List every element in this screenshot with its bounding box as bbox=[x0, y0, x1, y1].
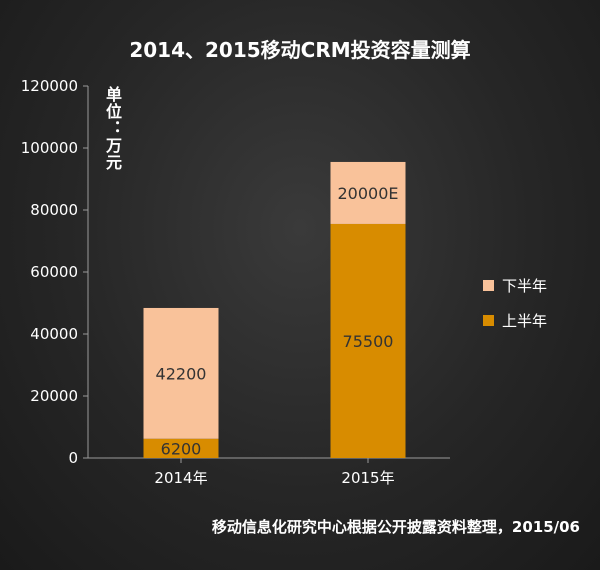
legend-swatch-second-half bbox=[483, 279, 494, 291]
legend-swatch-first-half bbox=[483, 314, 494, 326]
y-tick-label: 0 bbox=[68, 449, 78, 467]
x-tick-label: 2015年 bbox=[341, 469, 394, 487]
legend-item-first-half: 上半年 bbox=[483, 310, 547, 330]
bar-data-label: 75500 bbox=[343, 332, 394, 351]
bar-second-half bbox=[143, 307, 219, 439]
bar-first-half bbox=[143, 438, 219, 458]
y-tick-label: 40000 bbox=[30, 325, 78, 343]
x-tick-label: 2014年 bbox=[154, 469, 207, 487]
y-tick-label: 120000 bbox=[21, 77, 78, 95]
y-tick-label: 80000 bbox=[30, 201, 78, 219]
bar-data-label: 42200 bbox=[156, 364, 207, 383]
y-tick-label: 100000 bbox=[21, 139, 78, 157]
unit-label: 单位：万元 bbox=[103, 86, 122, 171]
y-tick-label: 20000 bbox=[30, 387, 78, 405]
bar-data-label: 20000E bbox=[337, 184, 398, 203]
legend-item-second-half: 下半年 bbox=[483, 275, 547, 295]
bar-data-label: 6200 bbox=[161, 439, 202, 458]
chart-title: 2014、2015移动CRM投资容量测算 bbox=[129, 38, 471, 62]
legend-label-first-half: 上半年 bbox=[502, 311, 548, 330]
source-note: 移动信息化研究中心根据公开披露资料整理，2015/06 bbox=[211, 518, 580, 536]
legend-label-second-half: 下半年 bbox=[502, 276, 548, 295]
bar-second-half bbox=[330, 161, 406, 224]
bar-first-half bbox=[330, 223, 406, 458]
y-tick-label: 60000 bbox=[30, 263, 78, 281]
